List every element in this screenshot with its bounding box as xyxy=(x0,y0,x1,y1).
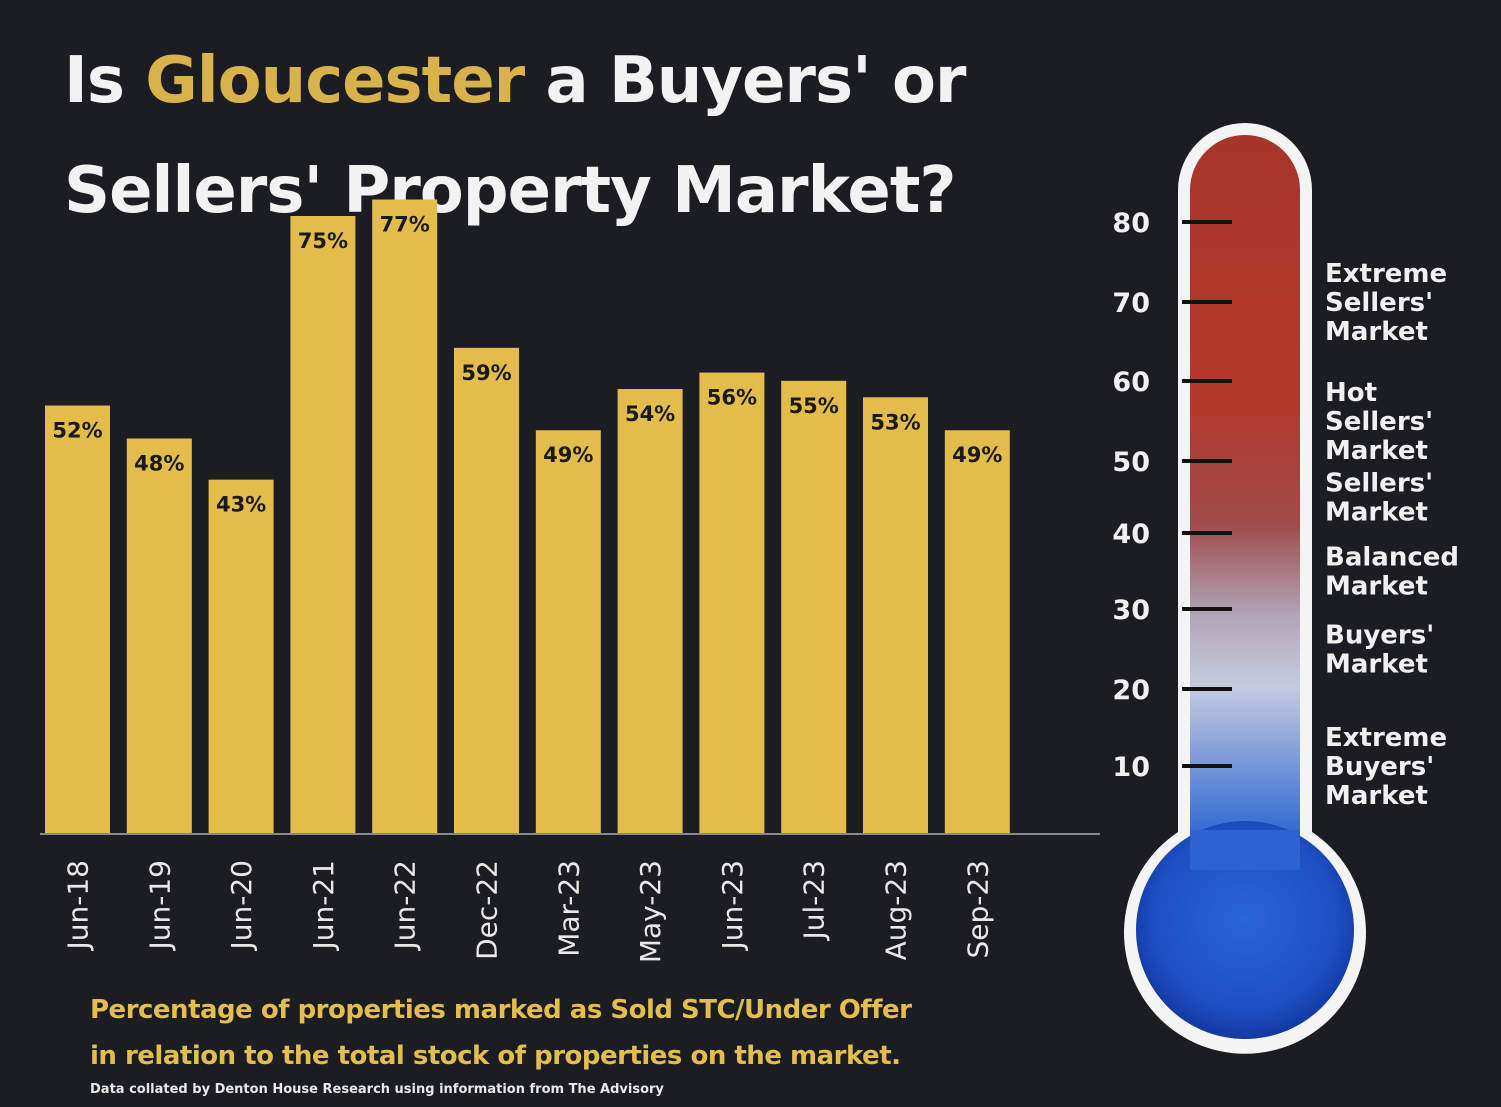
bar-jun-23 xyxy=(699,372,765,834)
zone-label-line: Sellers' xyxy=(1325,407,1433,437)
category-label: Sep-23 xyxy=(961,860,994,959)
thermometer-tick-label: 50 xyxy=(1112,447,1150,478)
thermometer-tick-label: 40 xyxy=(1112,519,1150,550)
bar-value-label: 55% xyxy=(789,394,839,418)
thermometer-tube-fill xyxy=(1190,135,1300,842)
category-label: Jun-21 xyxy=(307,860,340,951)
bar-jul-23 xyxy=(781,380,847,834)
bar-value-label: 49% xyxy=(952,443,1002,467)
caption-line-1: Percentage of properties marked as Sold … xyxy=(90,995,912,1025)
category-label: Aug-23 xyxy=(880,860,913,960)
title-highlight: Gloucester xyxy=(145,44,525,118)
bar-aug-23 xyxy=(863,397,928,834)
bar-value-label: 75% xyxy=(298,229,348,253)
bar-jun-21 xyxy=(290,216,356,834)
zone-label-line: Hot xyxy=(1325,378,1377,408)
zone-label-line: Market xyxy=(1325,650,1428,680)
source-note: Data collated by Denton House Research u… xyxy=(90,1082,664,1097)
category-label: Mar-23 xyxy=(552,860,585,957)
caption-line-2: in relation to the total stock of proper… xyxy=(90,1041,901,1071)
bar-jun-22 xyxy=(372,199,438,834)
bar-value-label: 49% xyxy=(543,443,593,467)
zone-label: Buyers'Market xyxy=(1325,621,1434,680)
title-suffix: a Buyers' or xyxy=(524,44,966,118)
category-labels-layer: Jun-18 Jun-19 Jun-20 Jun-21 Jun-22 Dec-22 Mar-… xyxy=(62,860,995,963)
zone-label-line: Market xyxy=(1325,436,1428,466)
zone-label-line: Balanced xyxy=(1325,543,1459,573)
title-line-2: Sellers' Property Market? xyxy=(64,154,957,228)
bar-value-label: 77% xyxy=(380,213,430,237)
bar-jun-18 xyxy=(45,405,110,834)
bar-jun-19 xyxy=(126,438,192,834)
zone-label-line: Market xyxy=(1325,781,1428,811)
thermometer-ticks: 80 70 60 50 40 30 20 10 xyxy=(1112,208,1232,783)
category-label: Jul-23 xyxy=(798,860,831,942)
bar-may-23 xyxy=(617,389,683,834)
bar-value-label: 52% xyxy=(52,419,102,443)
zone-label-line: Buyers' xyxy=(1325,621,1434,651)
thermometer-tick-label: 70 xyxy=(1112,288,1150,319)
category-label: Jun-19 xyxy=(143,860,176,951)
category-label: Jun-18 xyxy=(62,860,95,951)
bar-value-label: 56% xyxy=(707,386,757,410)
thermometer-bulb xyxy=(1136,821,1354,1039)
category-label: May-23 xyxy=(634,860,667,963)
title-line-1: Is Gloucester a Buyers' or xyxy=(64,44,966,118)
category-label: Dec-22 xyxy=(471,860,504,960)
thermometer-tick-label: 80 xyxy=(1112,208,1150,239)
bar-sep-23 xyxy=(944,430,1010,834)
zone-label: Sellers'Market xyxy=(1325,469,1433,528)
thermometer-tick-label: 30 xyxy=(1112,595,1150,626)
category-label: Jun-22 xyxy=(389,860,422,951)
zone-label-line: Market xyxy=(1325,572,1428,602)
zone-label-line: Market xyxy=(1325,317,1428,347)
bar-mar-23 xyxy=(535,430,601,834)
bar-dec-22 xyxy=(454,347,519,834)
thermometer-tick-label: 20 xyxy=(1112,675,1150,706)
title-prefix: Is xyxy=(64,44,146,118)
thermometer-neck-fill xyxy=(1190,830,1300,870)
bars-layer: 52% 48% 43% 75% 77% 59% 49% 54% 56% 55% 53% 49% xyxy=(45,199,1010,834)
category-label: Jun-20 xyxy=(225,860,258,951)
bar-value-label: 54% xyxy=(625,402,675,426)
thermometer-tick-label: 60 xyxy=(1112,367,1150,398)
bar-jun-20 xyxy=(208,479,274,834)
zone-label-line: Market xyxy=(1325,498,1428,528)
bar-value-label: 43% xyxy=(216,493,266,517)
thermometer-tick-label: 10 xyxy=(1112,752,1150,783)
zone-label-line: Sellers' xyxy=(1325,469,1433,499)
zone-label-line: Sellers' xyxy=(1325,288,1433,318)
bar-value-label: 59% xyxy=(461,361,511,385)
zone-label-line: Buyers' xyxy=(1325,752,1434,782)
zone-label-line: Extreme xyxy=(1325,723,1447,753)
bar-value-label: 53% xyxy=(870,410,920,434)
bar-value-label: 48% xyxy=(134,451,184,475)
thermometer-zone-labels: ExtremeSellers'MarketHotSellers'MarketSe… xyxy=(1325,259,1459,811)
zone-label-line: Extreme xyxy=(1325,259,1447,289)
category-label: Jun-23 xyxy=(716,860,749,951)
